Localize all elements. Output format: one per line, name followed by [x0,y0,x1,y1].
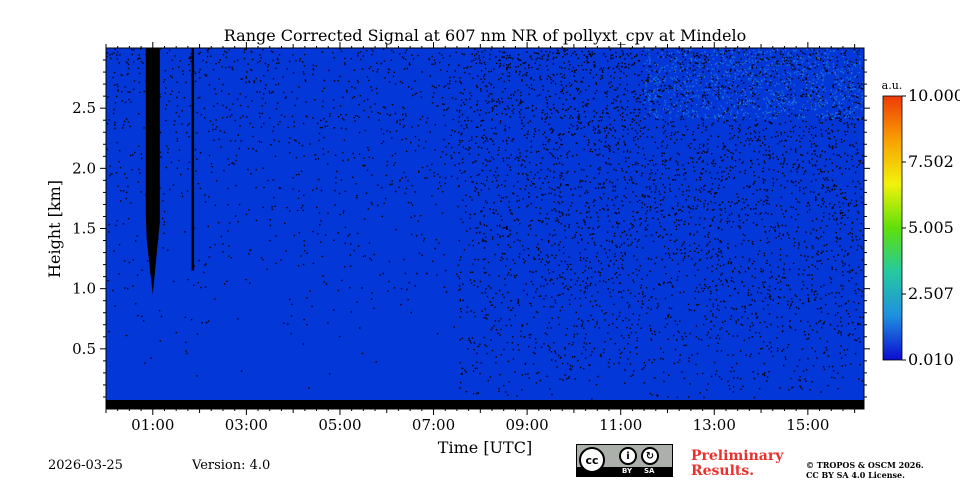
cloud-column-main [145,48,160,295]
badge-strip [577,467,672,476]
sa-text: SA [644,467,655,475]
x-axis: 01:00 03:00 05:00 07:00 09:00 11:00 13:00 15:00 [105,42,856,434]
cc-license-badge: cc i ↻ BY SA [576,444,673,477]
y-tick-label: 2.5 [72,99,96,117]
y-tick-label: 1.5 [72,220,96,238]
colorbar-tick-label: 0.010 [908,350,954,369]
x-tick-label: 05:00 [318,416,361,434]
by-icon: i [619,447,637,465]
cloud-columns [145,48,195,295]
copyright-line-2: CC BY SA 4.0 License. [806,470,905,480]
x-tick-label: 03:00 [225,416,268,434]
date-label: 2026-03-25 [48,458,123,473]
x-axis-label: Time [UTC] [438,438,532,457]
x-tick-label: 11:00 [599,416,642,434]
colorbar-tick-label: 2.507 [908,284,954,303]
y-tick-label: 1.0 [72,280,96,298]
preliminary-line-1: Preliminary [691,448,784,464]
colorbar-tick-label: 7.502 [908,152,954,171]
chart-title: Range Corrected Signal at 607 nm NR of p… [224,26,747,45]
x-tick-label: 01:00 [131,416,174,434]
cloud-column-secondary [191,48,195,271]
x-tick-label: 15:00 [786,416,829,434]
by-text: BY [622,467,633,475]
cc-icon: cc [579,447,605,473]
plot-background [106,48,864,409]
y-tick-label: 0.5 [72,340,96,358]
surface-blind-zone [106,400,864,409]
y-axis: 0.5 1.0 1.5 2.0 2.5 [72,59,870,398]
preliminary-results-note: Preliminary Results. [691,449,783,479]
colorbar-tick-label: 5.005 [908,218,954,237]
colorbar-unit: a.u. [882,79,903,92]
colorbar-tick-label: 10.000 [908,86,960,105]
x-tick-label: 13:00 [693,416,736,434]
y-tick-label: 2.0 [72,159,96,177]
preliminary-line-2: Results. [691,463,755,479]
colorbar: a.u. 0.010 2.507 5.005 7.502 10.000 [882,79,960,369]
version-label: Version: 4.0 [192,458,271,473]
sa-icon: ↻ [641,447,659,465]
copyright-note: © TROPOS & OSCM 2026. CC BY SA 4.0 Licen… [806,460,924,480]
colorbar-gradient [882,95,903,361]
y-axis-label: Height [km] [45,180,64,278]
x-tick-label: 09:00 [505,416,548,434]
copyright-line-1: © TROPOS & OSCM 2026. [806,460,924,470]
plot-area [106,48,864,409]
x-tick-label: 07:00 [412,416,455,434]
